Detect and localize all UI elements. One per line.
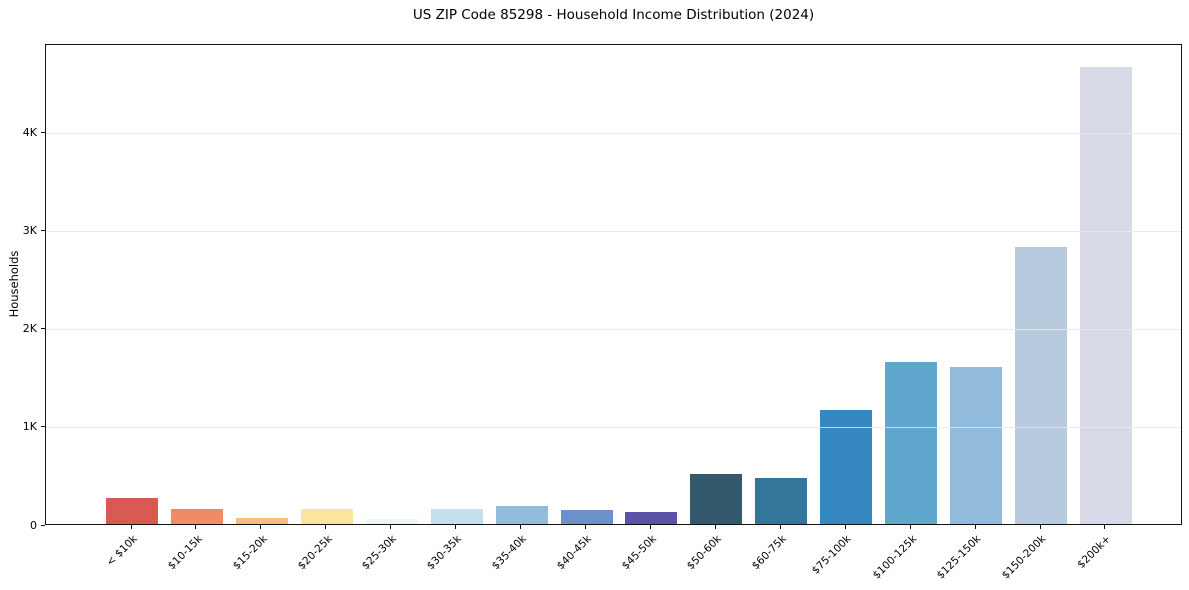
bar-35-40k — [495, 506, 548, 524]
bar-30-35k — [430, 508, 483, 524]
x-tick-label-text: $100-125k — [870, 533, 919, 582]
y-tick-label-4k: 4K — [22, 125, 37, 139]
x-tick-label-text: $40-45k — [554, 533, 594, 573]
bar-10k — [106, 497, 158, 524]
x-tick-label-text: < $10k — [103, 533, 140, 569]
y-axis: 0 1K 2K 3K 4K — [0, 44, 45, 532]
x-tick-10k — [130, 525, 132, 529]
bar-20-25k — [300, 508, 353, 524]
x-tick-125-150k — [974, 525, 976, 529]
x-tick-label-text: $20-25k — [295, 533, 335, 573]
bar-200k — [1079, 66, 1132, 524]
x-tick-100-125k — [909, 525, 911, 529]
y-tick-label-2k: 2K — [22, 322, 37, 336]
x-tick-200k — [1104, 525, 1106, 529]
bar-75-100k — [820, 410, 873, 524]
x-tick-25-30k — [390, 525, 392, 529]
x-tick-60-75k — [779, 525, 781, 529]
x-tick-label-text: $25-30k — [360, 533, 400, 573]
x-axis: < $10k $10-15k $15-20k $20-25k $25-30k $30-35… — [45, 525, 1182, 589]
x-tick-35-40k — [520, 525, 522, 529]
bar-150-200k — [1015, 247, 1068, 524]
x-tick-label-text: $10-15k — [165, 533, 205, 573]
x-tick-10-15k — [195, 525, 197, 529]
bar-15-20k — [235, 517, 288, 524]
x-tick-20-25k — [325, 525, 327, 529]
x-tick-150-200k — [1039, 525, 1041, 529]
y-tick-label-3k: 3K — [22, 224, 37, 237]
x-tick-15-20k — [260, 525, 262, 529]
x-tick-40-45k — [585, 525, 586, 529]
bar-125-150k — [950, 366, 1003, 524]
y-tick-0 — [41, 524, 45, 526]
y-tick-4k — [41, 131, 45, 133]
bar-25-30k — [365, 519, 418, 524]
x-tick-label-text: $30-35k — [425, 533, 465, 573]
x-tick-30-35k — [455, 525, 457, 529]
x-tick-45-50k — [649, 525, 651, 529]
x-tick-50-60k — [714, 525, 716, 529]
bar-45-50k — [625, 511, 678, 524]
x-tick-75-100k — [844, 525, 846, 529]
bar-10-15k — [170, 508, 223, 524]
x-tick-label-text: $50-60k — [684, 533, 724, 573]
bar-40-45k — [560, 510, 613, 524]
x-tick-label-text: $125-150k — [935, 533, 984, 582]
bar-50-60k — [690, 473, 743, 524]
x-tick-label-text: $200k+ — [1075, 533, 1114, 571]
y-tick-3k — [41, 230, 45, 231]
y-tick-2k — [41, 328, 45, 330]
x-tick-label-text: $15-20k — [230, 533, 270, 573]
x-tick-label-text: $150-200k — [999, 533, 1049, 582]
x-tick-label-text: $75-100k — [809, 533, 854, 577]
y-tick-label-0: 0 — [30, 518, 37, 532]
y-tick-label-1k: 1K — [22, 420, 37, 434]
plot-area — [45, 44, 1182, 525]
bars-layer — [46, 45, 1181, 524]
bar-60-75k — [755, 477, 808, 524]
y-tick-1k — [41, 426, 45, 428]
chart-title: US ZIP Code 85298 - Household Income Dis… — [412, 7, 815, 23]
x-tick-label-text: $35-40k — [489, 533, 530, 573]
x-tick-label-text: $45-50k — [619, 533, 659, 573]
x-tick-label-text: $60-75k — [749, 533, 789, 573]
bar-100-125k — [885, 362, 938, 524]
